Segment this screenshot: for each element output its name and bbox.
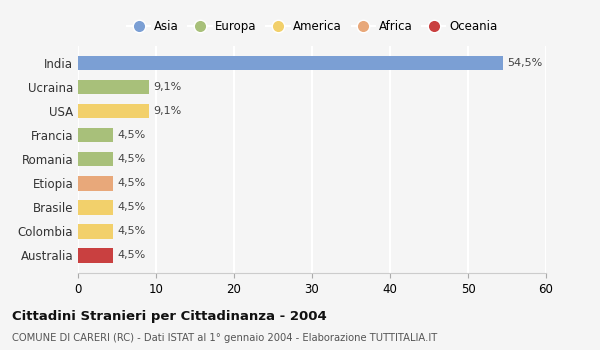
Text: 4,5%: 4,5%	[117, 226, 145, 236]
Text: 4,5%: 4,5%	[117, 178, 145, 188]
Legend: Asia, Europa, America, Africa, Oceania: Asia, Europa, America, Africa, Oceania	[122, 15, 502, 37]
Text: 4,5%: 4,5%	[117, 154, 145, 164]
Bar	[78, 200, 113, 215]
Text: 4,5%: 4,5%	[117, 130, 145, 140]
Bar	[78, 152, 113, 167]
Text: 4,5%: 4,5%	[117, 202, 145, 212]
Bar	[78, 248, 113, 262]
Bar	[78, 176, 113, 190]
Text: 4,5%: 4,5%	[117, 251, 145, 260]
Text: 54,5%: 54,5%	[507, 58, 542, 68]
Bar	[78, 56, 503, 70]
Text: COMUNE DI CARERI (RC) - Dati ISTAT al 1° gennaio 2004 - Elaborazione TUTTITALIA.: COMUNE DI CARERI (RC) - Dati ISTAT al 1°…	[12, 333, 437, 343]
Text: 9,1%: 9,1%	[153, 106, 181, 116]
Bar	[78, 224, 113, 239]
Text: 9,1%: 9,1%	[153, 82, 181, 92]
Bar	[78, 80, 149, 94]
Text: Cittadini Stranieri per Cittadinanza - 2004: Cittadini Stranieri per Cittadinanza - 2…	[12, 310, 327, 323]
Bar	[78, 128, 113, 142]
Bar	[78, 104, 149, 118]
